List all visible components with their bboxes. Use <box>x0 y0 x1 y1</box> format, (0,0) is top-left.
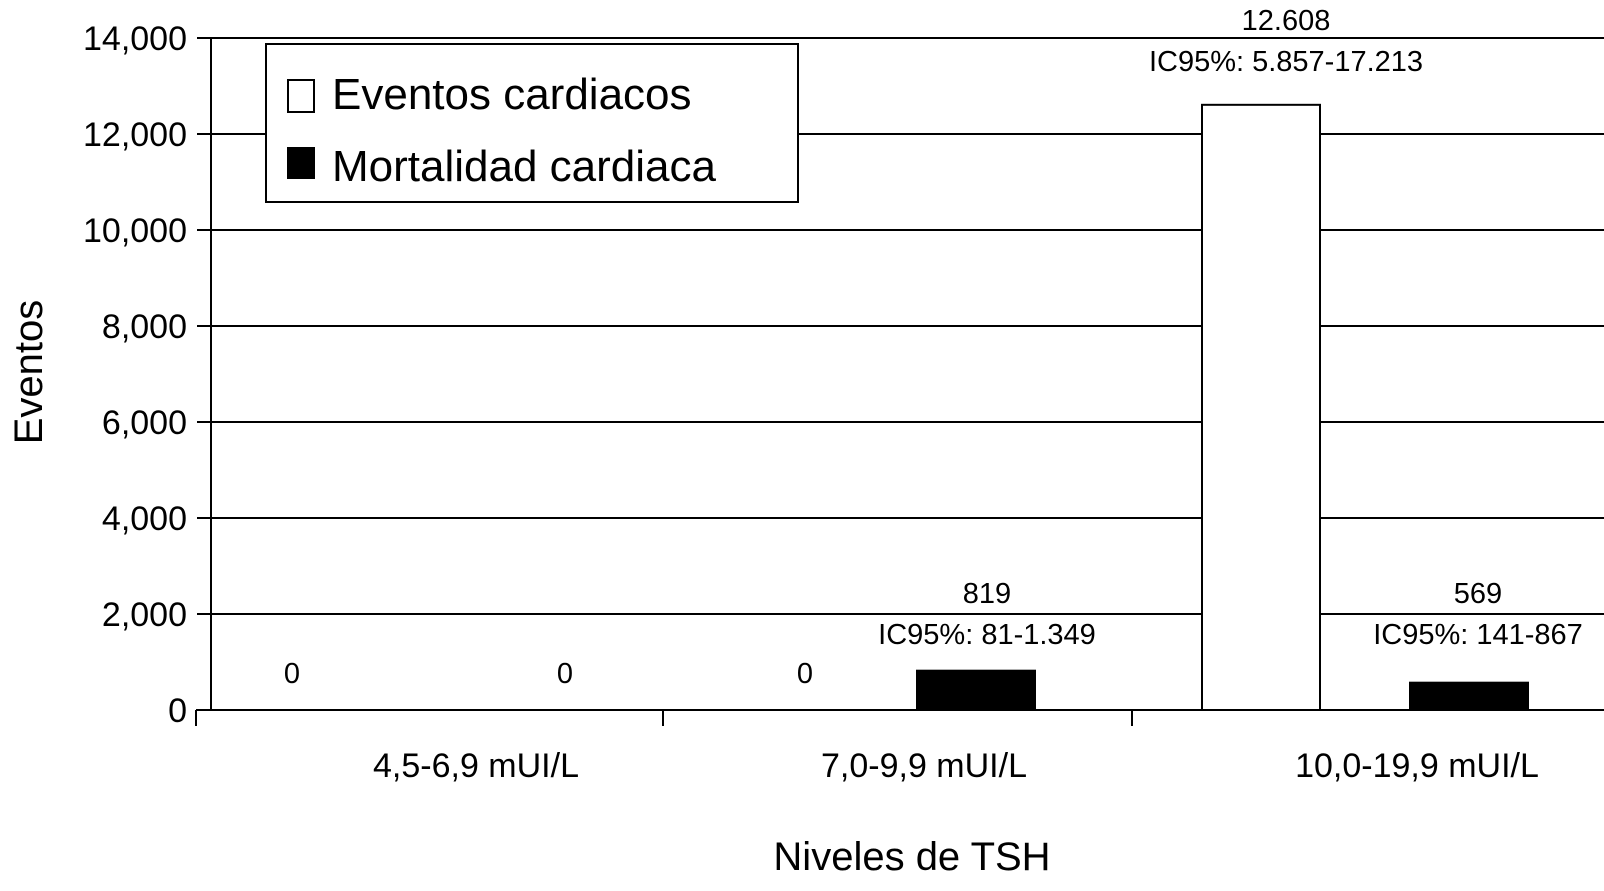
y-axis-title: Eventos <box>7 300 51 445</box>
x-tick-label: 4,5-6,9 mUI/L <box>373 747 579 785</box>
bar-mortalidad-cardiaca <box>916 669 1036 711</box>
y-tick-label: 0 <box>168 692 187 730</box>
data-label-value: 0 <box>284 658 300 690</box>
y-tick-label: 10,000 <box>83 212 187 250</box>
data-label-ci: IC95%: 81-1.349 <box>878 619 1096 651</box>
data-label-ci: IC95%: 141-867 <box>1373 619 1583 651</box>
y-tick-label: 8,000 <box>102 308 187 346</box>
y-tick-label: 14,000 <box>83 20 187 58</box>
data-label-value: 0 <box>557 658 573 690</box>
bar-eventos-cardiacos <box>1201 103 1321 712</box>
y-tick-label: 2,000 <box>102 596 187 634</box>
legend-label-mortalidad-cardiaca: Mortalidad cardiaca <box>332 142 716 191</box>
data-label-value: 12.608 <box>1242 5 1331 37</box>
legend-swatch-eventos-cardiacos <box>287 79 315 113</box>
axes: 0 2,000 4,000 6,000 8,000 10,000 12,000 14,000 4… <box>83 20 1604 785</box>
data-label-value: 819 <box>963 578 1011 610</box>
data-label-ci: IC95%: 5.857-17.213 <box>1149 46 1423 78</box>
legend-swatch-mortalidad-cardiaca <box>287 147 315 179</box>
legend-label-eventos-cardiacos: Eventos cardiacos <box>332 70 692 119</box>
data-labels: 0 0 12.608 IC95%: 5.857-17.213 0 819 IC95%: 81… <box>284 5 1583 690</box>
y-tick-label: 4,000 <box>102 500 187 538</box>
x-tick-label: 10,0-19,9 mUI/L <box>1295 747 1539 785</box>
legend-box <box>265 43 799 203</box>
y-tick-label: 12,000 <box>83 116 187 154</box>
y-tick-label: 6,000 <box>102 404 187 442</box>
x-axis-title: Niveles de TSH <box>773 835 1050 879</box>
legend: Eventos cardiacos Mortalidad cardiaca <box>265 43 799 203</box>
x-tick-label: 7,0-9,9 mUI/L <box>821 747 1027 785</box>
data-label-value: 0 <box>797 658 813 690</box>
data-label-value: 569 <box>1454 578 1502 610</box>
bar-mortalidad-cardiaca <box>1409 681 1529 711</box>
